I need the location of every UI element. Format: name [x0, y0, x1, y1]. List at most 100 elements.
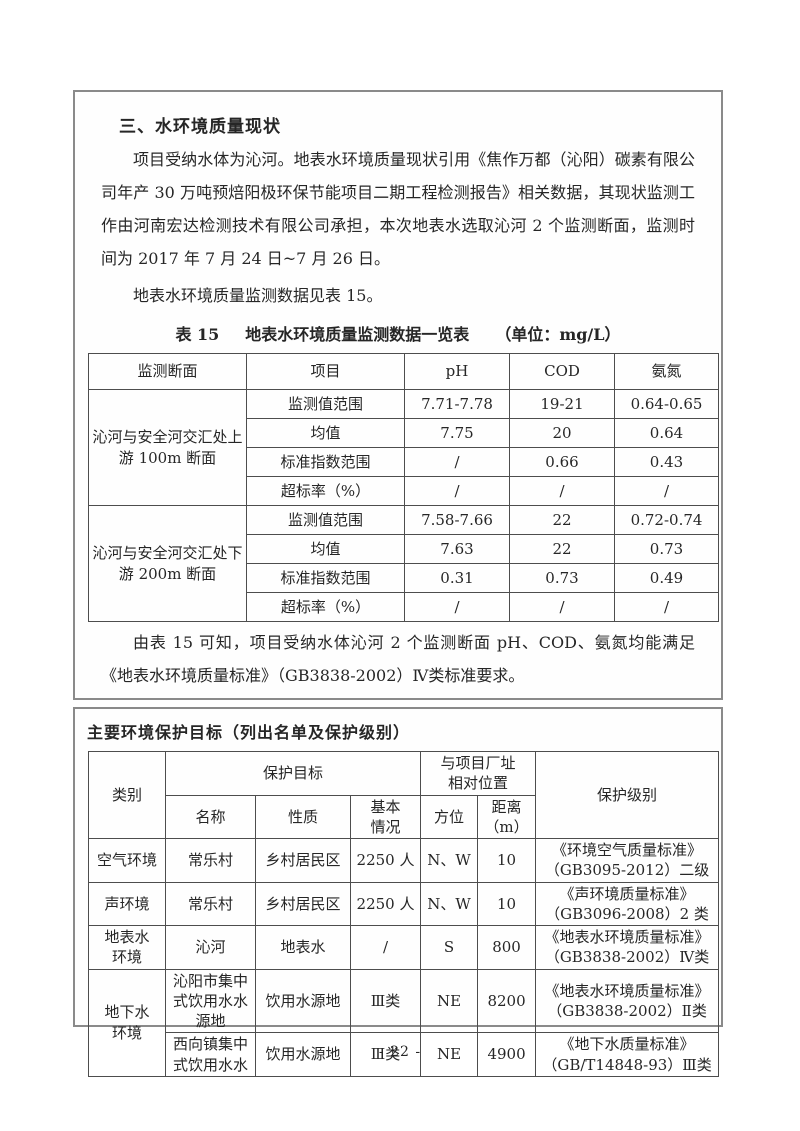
table-row: 均值 7.63 22 0.73 [89, 534, 719, 564]
header-cell-target-group: 保护目标 [164, 751, 422, 796]
cell-distance: 800 [477, 925, 537, 970]
cell-distance: 10 [477, 881, 537, 926]
cell-direction: N、W [420, 838, 479, 883]
cell-item: 标准指数范围 [246, 447, 405, 477]
cell-cod: 0.66 [509, 447, 615, 477]
cell-distance: 8200 [477, 968, 537, 1034]
cell-level: 《地表水环境质量标准》 （GB3838-2002）Ⅳ类 [535, 925, 720, 970]
cell-basic: Ⅲ类 [349, 968, 422, 1034]
table15-title-text: 地表水环境质量监测数据一览表 [245, 325, 470, 344]
cell-name: 西向镇集中 式饮用水水 [165, 1032, 256, 1077]
cell-nature: 饮用水源地 [255, 1032, 351, 1077]
table-row: 沁河与安全河交汇处上 游 100m 断面 监测值范围 7.71-7.78 19-… [88, 389, 719, 506]
cell-name: 常乐村 [165, 838, 256, 883]
header-cell-position-group: 与项目厂址 相对位置 [420, 751, 537, 796]
table-row: 地表水 环境 沁河 地表水 / S 800 《地表水环境质量标准》 （GB383… [88, 925, 720, 970]
cell-category: 地表水 环境 [88, 925, 166, 970]
cell-direction: N、W [420, 881, 479, 926]
cell-direction: NE [420, 1032, 479, 1077]
cell-nh3: 0.64-0.65 [614, 389, 719, 419]
cell-ph: / [404, 447, 510, 477]
header-cell-level: 保护级别 [535, 751, 720, 839]
cell-item: 均值 [246, 418, 405, 448]
header-cell-section: 监测断面 [88, 353, 247, 390]
monitor-section-name: 沁河与安全河交汇处下 游 200m 断面 [88, 505, 247, 622]
header-cell-ph: pH [404, 353, 510, 390]
cell-level: 《地表水环境质量标准》 （GB3838-2002）Ⅱ类 [535, 968, 720, 1034]
cell-cod: 20 [509, 418, 615, 448]
cell-direction: S [420, 925, 479, 970]
cell-basic: 2250 人 [349, 838, 422, 883]
cell-cod: / [509, 476, 615, 506]
cell-item: 监测值范围 [246, 389, 405, 419]
table-row: 标准指数范围 0.31 0.73 0.49 [89, 563, 719, 593]
header-cell-basic: 基本 情况 [349, 794, 422, 839]
cell-cod: 0.73 [509, 563, 615, 593]
cell-category: 地下水 环境 [88, 968, 166, 1077]
surface-water-monitoring-table: 监测断面 项目 pH COD 氨氮 沁河与安全河交汇处上 游 100m 断面 监… [88, 353, 719, 622]
cell-ph: 7.63 [404, 534, 510, 564]
cell-ph: 7.71-7.78 [404, 389, 510, 419]
cell-basic: 2250 人 [349, 881, 422, 926]
section-heading-protection-targets: 主要环境保护目标（列出名单及保护级别） [87, 723, 411, 742]
cell-level: 《地下水质量标准》 （GB/T14848-93）Ⅲ类 [535, 1032, 720, 1077]
cell-nature: 乡村居民区 [255, 881, 351, 926]
cell-nh3: 0.43 [614, 447, 719, 477]
cell-cod: / [509, 592, 615, 622]
cell-item: 超标率（%） [246, 592, 405, 622]
header-cell-direction: 方位 [420, 794, 479, 839]
table15-label: 表 15 [175, 325, 220, 344]
table-row: 声环境 常乐村 乡村居民区 2250 人 N、W 10 《声环境质量标准》 （G… [88, 881, 720, 926]
cell-ph: 7.58-7.66 [404, 505, 510, 535]
cell-nh3: 0.49 [614, 563, 719, 593]
header-cell-item: 项目 [246, 353, 405, 390]
cell-ph: 0.31 [404, 563, 510, 593]
cell-level: 《环境空气质量标准》 （GB3095-2012）二级 [535, 838, 720, 883]
cell-cod: 19-21 [509, 389, 615, 419]
header-cell-cod: COD [509, 353, 615, 390]
water-quality-section: 三、水环境质量现状 项目受纳水体为沁河。地表水环境质量现状引用《焦作万都（沁阳）… [73, 90, 723, 700]
paragraph-conclusion: 由表 15 可知，项目受纳水体沁河 2 个监测断面 pH、COD、氨氮均能满足《… [101, 633, 695, 685]
table-row: 西向镇集中 式饮用水水 饮用水源地 Ⅲ类 NE 4900 《地下水质量标准》 （… [89, 1032, 720, 1077]
cell-item: 均值 [246, 534, 405, 564]
table-row: 均值 7.75 20 0.64 [89, 418, 719, 448]
header-cell-category: 类别 [88, 751, 166, 839]
cell-nh3: 0.73 [614, 534, 719, 564]
cell-name: 沁河 [165, 925, 256, 970]
cell-cod: 22 [509, 505, 615, 535]
cell-category: 声环境 [88, 881, 166, 926]
paragraph-intro: 项目受纳水体为沁河。地表水环境质量现状引用《焦作万都（沁阳）碳素有限公司年产 3… [101, 150, 695, 268]
cell-category: 空气环境 [88, 838, 166, 883]
cell-item: 标准指数范围 [246, 563, 405, 593]
cell-nh3: / [614, 476, 719, 506]
cell-distance: 4900 [477, 1032, 537, 1077]
table-row: 标准指数范围 / 0.66 0.43 [89, 447, 719, 477]
cell-nh3: / [614, 592, 719, 622]
page-number: - 22 - [378, 1044, 422, 1060]
cell-nature: 地表水 [255, 925, 351, 970]
cell-basic: Ⅲ类 [349, 1032, 422, 1077]
cell-item: 监测值范围 [246, 505, 405, 535]
table15-unit: （单位：mg/L） [495, 325, 621, 344]
table15-title: 表 15 地表水环境质量监测数据一览表 （单位：mg/L） [75, 321, 721, 345]
cell-nature: 乡村居民区 [255, 838, 351, 883]
table-header-row: 名称 性质 基本 情况 方位 距离 （m） [89, 794, 719, 839]
header-cell-nh3: 氨氮 [614, 353, 719, 390]
header-cell-distance: 距离 （m） [477, 794, 537, 839]
table-row: 超标率（%） / / / [89, 592, 719, 622]
cell-basic: / [349, 925, 422, 970]
table-header-row: 监测断面 项目 pH COD 氨氮 [88, 353, 719, 390]
protection-targets-section: 主要环境保护目标（列出名单及保护级别） 类别 保护目标 与项目厂址 相对位置 保… [73, 707, 723, 1077]
cell-ph: 7.75 [404, 418, 510, 448]
table-header-row: 类别 保护目标 与项目厂址 相对位置 保护级别 [88, 751, 720, 839]
cell-nature: 饮用水源地 [255, 968, 351, 1034]
cell-name: 常乐村 [165, 881, 256, 926]
cell-ph: / [404, 476, 510, 506]
cell-direction: NE [420, 968, 479, 1034]
table-row: 超标率（%） / / / [89, 476, 719, 506]
protection-targets-table: 类别 保护目标 与项目厂址 相对位置 保护级别 名称 性质 基本 情况 方位 距… [88, 751, 720, 1077]
section-heading-water-quality: 三、水环境质量现状 [119, 117, 281, 137]
header-cell-nature: 性质 [255, 794, 351, 839]
cell-ph: / [404, 592, 510, 622]
